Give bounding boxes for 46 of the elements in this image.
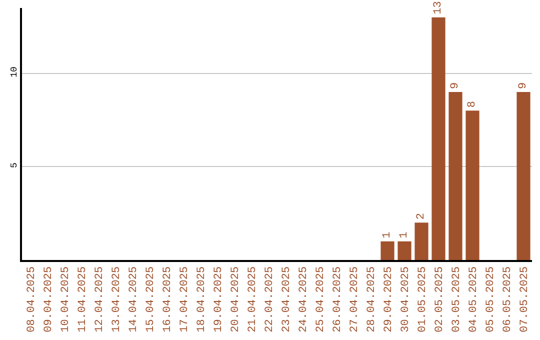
- x-tick-label: 08.04.2025: [26, 266, 38, 332]
- bar: [414, 222, 428, 260]
- x-tick-label: 07.05.2025: [519, 266, 532, 332]
- y-tick-label: 10: [9, 66, 20, 78]
- data-label: 8: [466, 101, 478, 108]
- y-tick-label: 5: [9, 162, 20, 168]
- bar: [448, 92, 462, 260]
- x-tick-label: 27.04.2025: [349, 266, 362, 332]
- x-tick-label: 29.04.2025: [383, 266, 396, 332]
- x-tick-label: 23.04.2025: [281, 266, 294, 332]
- bar: [432, 17, 446, 260]
- x-tick-label: 17.04.2025: [179, 266, 192, 332]
- x-tick-label: 26.04.2025: [332, 266, 344, 332]
- x-tick-label: 16.04.2025: [162, 266, 174, 332]
- data-label: 13: [432, 1, 444, 14]
- bar: [380, 241, 394, 260]
- data-label: 9: [450, 82, 462, 89]
- data-label: 1: [398, 231, 410, 238]
- x-tick-label: 10.04.2025: [60, 266, 72, 332]
- x-tick-label: 25.04.2025: [315, 266, 328, 332]
- data-label: 9: [518, 82, 530, 89]
- x-tick-label: 18.04.2025: [196, 266, 208, 332]
- x-tick-label: 13.04.2025: [111, 266, 124, 332]
- data-label: 2: [416, 213, 428, 220]
- x-tick-label: 19.04.2025: [213, 266, 226, 332]
- x-tick-label: 01.05.2025: [417, 266, 430, 332]
- x-tick-label: 04.05.2025: [468, 266, 480, 332]
- x-tick-label: 09.04.2025: [43, 266, 56, 332]
- x-tick-label: 02.05.2025: [434, 266, 446, 332]
- bar: [466, 110, 480, 260]
- x-tick-label: 06.05.2025: [502, 266, 514, 332]
- x-tick-label: 03.05.2025: [451, 266, 464, 332]
- data-label: 1: [382, 231, 394, 238]
- x-tick-label: 15.04.2025: [145, 266, 158, 332]
- x-tick-label: 11.04.2025: [77, 266, 90, 332]
- x-tick-label: 28.04.2025: [366, 266, 378, 332]
- x-tick-label: 24.04.2025: [298, 266, 310, 332]
- x-tick-label: 14.04.2025: [128, 266, 140, 332]
- bar: [398, 241, 412, 260]
- x-tick-label: 30.04.2025: [400, 266, 412, 332]
- bar: [516, 92, 530, 260]
- x-tick-label: 21.04.2025: [247, 266, 260, 332]
- x-tick-label: 20.04.2025: [230, 266, 242, 332]
- x-tick-label: 12.04.2025: [94, 266, 106, 332]
- x-tick-label: 05.05.2025: [485, 266, 498, 332]
- x-tick-label: 22.04.2025: [264, 266, 276, 332]
